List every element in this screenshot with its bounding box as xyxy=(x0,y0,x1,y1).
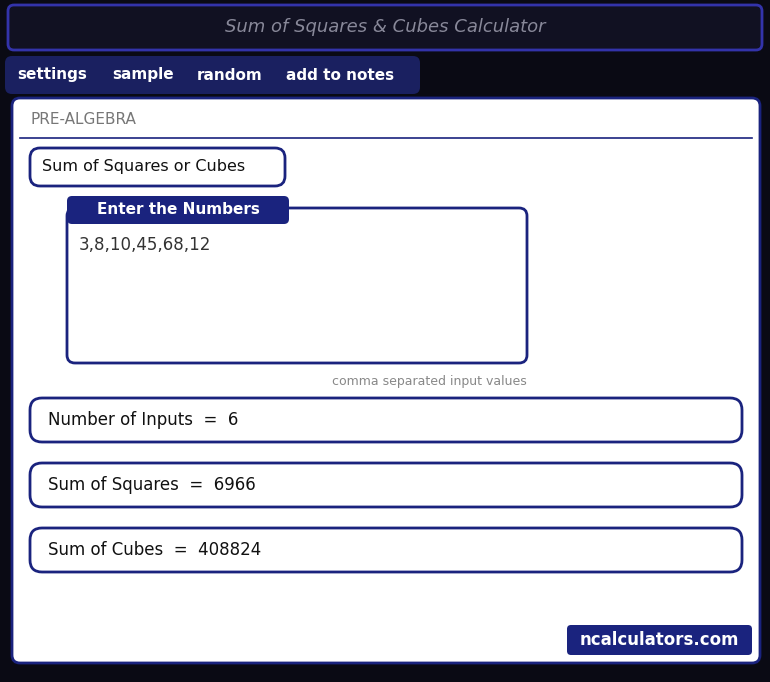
Text: Enter the Numbers: Enter the Numbers xyxy=(96,203,259,218)
Text: add to notes: add to notes xyxy=(286,68,394,83)
Text: ncalculators.com: ncalculators.com xyxy=(580,631,739,649)
FancyBboxPatch shape xyxy=(67,196,289,224)
FancyBboxPatch shape xyxy=(12,98,760,663)
FancyBboxPatch shape xyxy=(8,5,762,50)
FancyBboxPatch shape xyxy=(420,56,765,94)
Text: Sum of Squares  =  6966: Sum of Squares = 6966 xyxy=(48,476,256,494)
FancyBboxPatch shape xyxy=(30,398,742,442)
Text: comma separated input values: comma separated input values xyxy=(332,375,527,388)
FancyBboxPatch shape xyxy=(30,148,285,186)
Text: Number of Inputs  =  6: Number of Inputs = 6 xyxy=(48,411,239,429)
FancyBboxPatch shape xyxy=(30,528,742,572)
Text: Sum of Squares & Cubes Calculator: Sum of Squares & Cubes Calculator xyxy=(225,18,545,36)
Text: PRE-ALGEBRA: PRE-ALGEBRA xyxy=(30,113,136,128)
FancyBboxPatch shape xyxy=(567,625,752,655)
Text: 3,8,10,45,68,12: 3,8,10,45,68,12 xyxy=(79,236,212,254)
FancyBboxPatch shape xyxy=(30,463,742,507)
Text: Sum of Cubes  =  408824: Sum of Cubes = 408824 xyxy=(48,541,261,559)
Text: Sum of Squares or Cubes: Sum of Squares or Cubes xyxy=(42,160,245,175)
Text: sample: sample xyxy=(112,68,174,83)
FancyBboxPatch shape xyxy=(5,56,420,94)
FancyBboxPatch shape xyxy=(67,208,527,363)
Text: random: random xyxy=(197,68,263,83)
Text: settings: settings xyxy=(17,68,87,83)
